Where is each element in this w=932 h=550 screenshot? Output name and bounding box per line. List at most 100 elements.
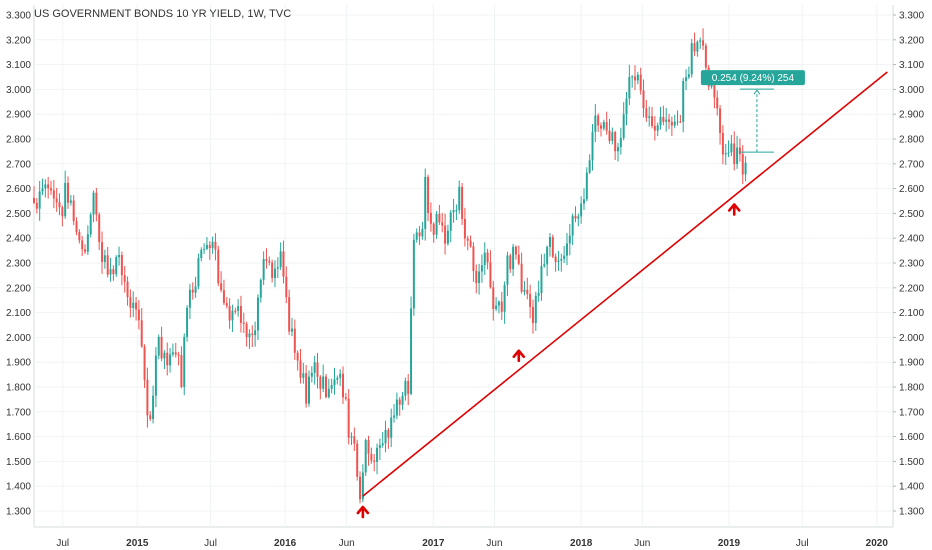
candle-body xyxy=(512,246,515,270)
candle-body xyxy=(557,260,560,262)
candle-body xyxy=(520,263,523,292)
candle-body xyxy=(376,447,379,462)
y-tick-label-left: 1.600 xyxy=(6,432,31,443)
candle-body xyxy=(662,117,665,122)
candle-body xyxy=(186,307,189,337)
candle-body xyxy=(517,254,520,264)
candle-body xyxy=(693,43,696,52)
right-price-axis[interactable]: 3.300 3.200 3.100 3.000 2.900 2.800 2.700 2.600… xyxy=(893,11,924,518)
candle-body xyxy=(52,190,55,199)
candle-body xyxy=(205,244,208,249)
candle-body xyxy=(126,281,129,298)
candle-body xyxy=(393,415,396,418)
candle-body xyxy=(472,246,475,271)
candle-body xyxy=(387,429,390,438)
candle-body xyxy=(177,354,180,356)
candle-body xyxy=(322,376,325,389)
candle-body xyxy=(356,443,359,477)
y-tick-label-left: 2.500 xyxy=(6,209,31,220)
y-tick-label-left: 1.900 xyxy=(6,358,31,369)
candle-body xyxy=(738,147,741,155)
candle-body xyxy=(639,74,642,91)
candle-body xyxy=(424,176,427,229)
candle-body xyxy=(526,289,529,294)
x-tick-label: Jun xyxy=(339,538,355,549)
candle-body xyxy=(670,121,673,126)
candle-body xyxy=(160,336,163,359)
candle-body xyxy=(441,222,444,226)
candle-body xyxy=(271,262,274,278)
candle-body xyxy=(279,251,282,268)
y-tick-label-right: 3.100 xyxy=(899,60,924,71)
candle-body xyxy=(446,230,449,244)
candle-body xyxy=(415,232,418,240)
y-tick-label-left: 2.200 xyxy=(6,283,31,294)
candle-body xyxy=(673,121,676,126)
candle-body xyxy=(64,182,67,217)
candle-body xyxy=(50,188,53,191)
candle-body xyxy=(577,216,580,219)
candle-body xyxy=(293,328,296,353)
candle-body xyxy=(642,90,645,109)
chart-title: US GOVERNMENT BONDS 10 YR YIELD, 1W, TVC xyxy=(34,8,291,20)
candle-body xyxy=(685,77,688,81)
y-tick-label-right: 2.100 xyxy=(899,308,924,319)
candle-body xyxy=(543,264,546,267)
up-arrow-icon xyxy=(727,203,741,216)
candle-body xyxy=(256,297,259,331)
candle-body xyxy=(514,246,517,255)
candle-body xyxy=(744,162,747,175)
candle-body xyxy=(699,40,702,42)
y-tick-label-right: 2.600 xyxy=(899,184,924,195)
candle-body xyxy=(115,257,118,275)
candle-body xyxy=(614,132,617,152)
x-tick-label: Jun xyxy=(486,538,502,549)
candle-body xyxy=(359,476,362,500)
drawings[interactable]: 0.254 (9.24%) 254 xyxy=(356,70,888,519)
candle-body xyxy=(602,122,605,129)
candle-body xyxy=(449,212,452,231)
candle-body xyxy=(234,310,237,312)
candle-body xyxy=(44,184,47,189)
candle-body xyxy=(475,270,478,283)
candle-body xyxy=(61,207,64,217)
candle-body xyxy=(696,41,699,52)
candle-body xyxy=(452,210,455,213)
candle-body xyxy=(310,372,313,377)
candle-body xyxy=(492,287,495,310)
candle-body xyxy=(248,333,251,338)
candle-body xyxy=(302,373,305,378)
candle-body xyxy=(35,202,38,209)
candle-body xyxy=(617,147,620,152)
y-tick-label-right: 3.000 xyxy=(899,85,924,96)
candle-body xyxy=(290,328,293,332)
candle-body xyxy=(529,293,532,307)
candle-body xyxy=(228,305,231,321)
x-tick-label: 2018 xyxy=(570,538,593,549)
candle-body xyxy=(410,308,413,394)
candle-body xyxy=(81,240,84,250)
candle-body xyxy=(282,251,285,277)
candle-body xyxy=(78,232,81,241)
y-tick-label-left: 2.700 xyxy=(6,159,31,170)
candle-body xyxy=(404,380,407,396)
candle-body xyxy=(339,373,342,378)
candle-body xyxy=(86,234,89,252)
candle-body xyxy=(622,114,625,138)
candles xyxy=(33,28,747,504)
candle-body xyxy=(72,200,75,222)
y-tick-label-left: 2.400 xyxy=(6,234,31,245)
candle-body xyxy=(350,436,353,438)
y-tick-label-left: 2.900 xyxy=(6,110,31,121)
candle-body xyxy=(466,238,469,241)
y-tick-label-right: 2.500 xyxy=(899,209,924,220)
candle-body xyxy=(265,259,268,262)
candle-body xyxy=(211,241,214,249)
candle-body xyxy=(500,301,503,312)
candle-body xyxy=(401,395,404,405)
candle-body xyxy=(665,119,668,122)
candle-body xyxy=(299,360,302,378)
time-axis[interactable]: Jul 2015 Jul 2016 Jun 2017 Jun 2018 Jun 2019 Jul 20… xyxy=(56,538,888,549)
candle-body xyxy=(123,275,126,282)
